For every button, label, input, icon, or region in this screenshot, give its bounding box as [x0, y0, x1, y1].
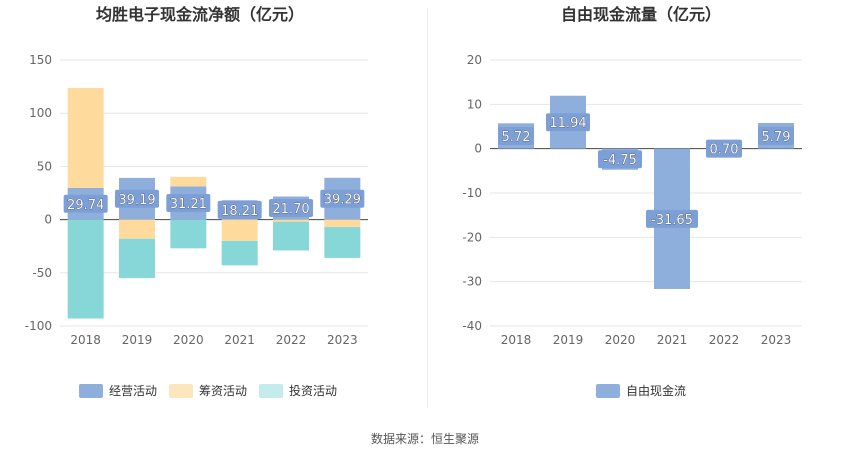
x-tick-label: 2018: [501, 333, 532, 347]
data-label: 0.70: [710, 143, 739, 158]
y-tick-label: 0: [44, 213, 52, 227]
x-tick-label: 2020: [173, 333, 204, 347]
data-label-bg: [269, 199, 313, 218]
y-tick-label: 100: [29, 106, 52, 120]
y-tick-label: -50: [32, 266, 52, 280]
data-label-bg: [166, 193, 211, 212]
x-tick-label: 2022: [276, 333, 307, 347]
panel-divider: [427, 8, 428, 408]
data-label: 39.29: [324, 193, 361, 208]
data-label: 5.79: [762, 130, 791, 145]
bar-筹资活动: [221, 219, 258, 241]
data-label: 11.94: [549, 116, 586, 131]
x-tick-label: 2023: [327, 333, 358, 347]
x-tick-label: 2021: [224, 333, 255, 347]
y-tick-label: -10: [462, 186, 482, 200]
bar-筹资活动: [324, 219, 361, 228]
chart-title: 自由现金流量（亿元）: [561, 5, 721, 24]
x-tick-label: 2021: [657, 333, 688, 347]
bar-投资活动: [324, 227, 361, 258]
bar-投资活动: [170, 219, 207, 249]
y-tick-label: -40: [462, 319, 482, 333]
legend-swatch: [79, 384, 103, 398]
legend-swatch: [169, 384, 193, 398]
legend-label: 自由现金流: [626, 383, 686, 398]
bar-筹资活动: [67, 87, 104, 188]
data-label: 5.72: [502, 130, 531, 145]
data-label-bg: [758, 126, 794, 145]
source-note: 数据来源：恒生聚源: [370, 432, 479, 446]
data-label-bg: [498, 126, 534, 145]
x-tick-label: 2019: [122, 333, 153, 347]
data-label: -4.75: [603, 153, 637, 168]
y-tick-label: 150: [29, 53, 52, 67]
bar-投资活动: [221, 240, 258, 266]
bar-筹资活动: [170, 176, 207, 187]
legend-label: 筹资活动: [199, 384, 247, 398]
x-tick-label: 2022: [709, 333, 740, 347]
data-label-bg: [598, 150, 642, 169]
chart-title: 均胜电子现金流净额（亿元）: [96, 5, 304, 24]
data-label: 18.21: [221, 204, 258, 219]
data-label-bg: [63, 194, 108, 213]
bar-投资活动: [119, 238, 155, 279]
x-tick-label: 2020: [605, 333, 636, 347]
legend-label: 投资活动: [289, 383, 337, 398]
y-tick-label: 0: [474, 142, 482, 156]
data-label-bg: [320, 189, 365, 208]
x-tick-label: 2023: [761, 333, 792, 347]
y-tick-label: 20: [467, 53, 482, 67]
legend-swatch: [259, 384, 283, 398]
y-tick-label: 10: [467, 97, 482, 111]
bar-筹资活动: [119, 219, 155, 239]
data-label: 29.74: [67, 198, 104, 213]
data-label: 31.21: [170, 197, 207, 212]
data-label-bg: [217, 200, 262, 219]
y-tick-label: -100: [25, 319, 52, 333]
data-label-bg: [646, 209, 698, 228]
y-tick-label: -30: [462, 275, 482, 289]
y-tick-label: 50: [37, 159, 52, 173]
legend-label: 经营活动: [109, 384, 157, 398]
bar-筹资活动: [273, 219, 309, 223]
data-label: 21.70: [272, 202, 309, 217]
data-label-bg: [706, 139, 742, 158]
bar-投资活动: [67, 219, 104, 319]
bar-投资活动: [273, 221, 309, 251]
data-label: 39.19: [118, 193, 155, 208]
data-label-bg: [115, 189, 159, 208]
data-label: -31.65: [651, 213, 693, 228]
data-label-bg: [546, 113, 590, 132]
y-tick-label: -20: [462, 230, 482, 244]
legend-swatch: [596, 384, 620, 398]
x-tick-label: 2018: [70, 333, 101, 347]
x-tick-label: 2019: [553, 333, 584, 347]
